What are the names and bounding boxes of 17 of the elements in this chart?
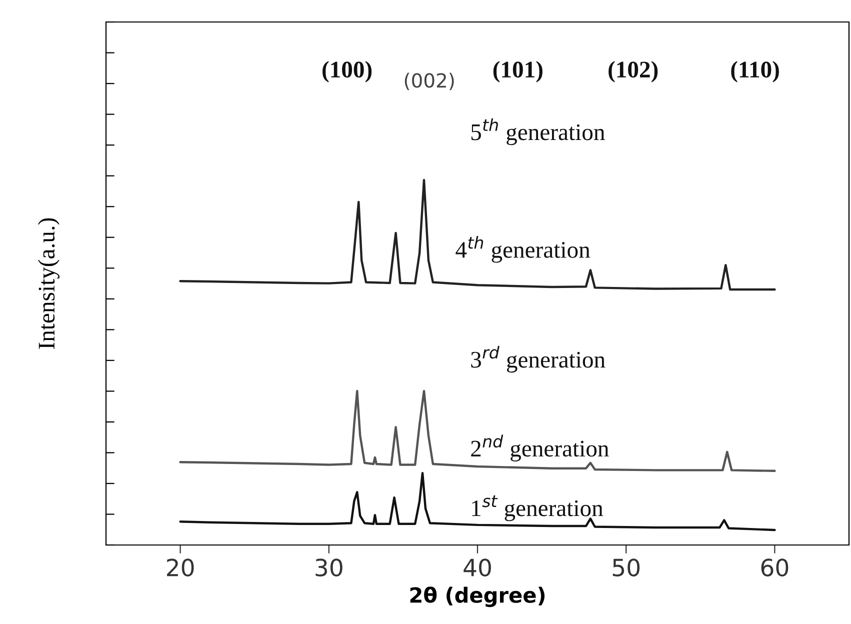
annotation: 1$^{st}$ generation (472, 495, 604, 522)
text: (110) (731, 60, 779, 82)
annotation: 4$^{th}$ generation (456, 236, 590, 263)
annotation: 3$^{rd}$ generation (471, 346, 606, 373)
x-tick-label: 20 (167, 558, 194, 576)
text: 5$^{th}$ generation (471, 118, 605, 146)
text: (101) (493, 60, 542, 82)
annotation: 2$^{nd}$ generation (471, 434, 609, 462)
x-tick-label: 50 (612, 558, 640, 576)
x-tick-label: 30 (316, 558, 342, 576)
x-tick-label: 40 (464, 558, 491, 576)
text: (002) (404, 72, 454, 90)
text: (100) (322, 60, 372, 82)
x-axis-title: 2θ (degree) (410, 586, 545, 608)
text: (102) (608, 60, 658, 82)
x-tick-label: 60 (761, 558, 788, 576)
y-axis-title: Intensity(a.u.) (38, 218, 60, 349)
